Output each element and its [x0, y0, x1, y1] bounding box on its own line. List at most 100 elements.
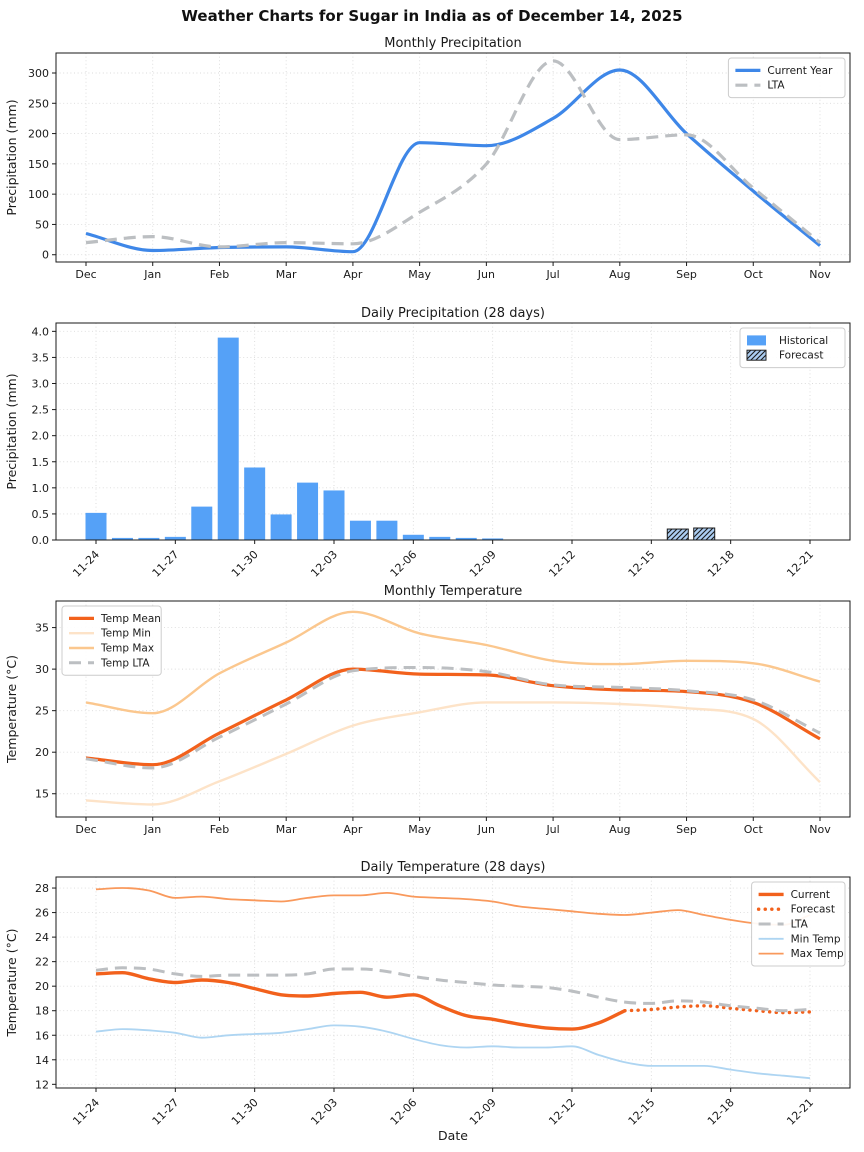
- y-axis: 0.0 0.5 1.0 1.5 2.0 2.5 3.0 3.5 4.0: [32, 325, 56, 547]
- plot-border: [55, 322, 851, 541]
- x-tick-label: 12-21: [784, 548, 816, 580]
- y-axis-label: Precipitation (mm): [4, 373, 19, 489]
- figure-title: Weather Charts for Sugar in India as of …: [181, 7, 683, 25]
- y-tick-label: 4.0: [32, 325, 50, 338]
- legend-label-max-temp: Max Temp: [791, 948, 844, 960]
- historical-bar: [455, 537, 477, 540]
- x-tick-label: 12-06: [388, 1096, 420, 1128]
- historical-bar: [138, 537, 160, 540]
- x-tick-label: 12-09: [467, 548, 499, 580]
- y-axis-label: Precipitation (mm): [4, 99, 19, 215]
- daily-precipitation-chart: 11-24 11-27 11-30 12-03 12-06 12-09 12-12 12-15…: [4, 306, 851, 580]
- grid: [56, 601, 850, 817]
- series-forecast: [623, 1004, 812, 1015]
- historical-bar: [85, 512, 107, 540]
- legend-label-current: Current: [791, 889, 830, 901]
- series-temp-max: [85, 610, 821, 715]
- y-tick-label: 250: [28, 97, 49, 110]
- x-tick-label: 11-24: [70, 548, 102, 580]
- x-tick-label: Nov: [809, 268, 831, 281]
- series-temp-min: [85, 701, 821, 806]
- legend-label-temp-min: Temp Min: [100, 628, 151, 640]
- y-tick-label: 1.5: [32, 456, 50, 469]
- x-tick-label: Oct: [744, 823, 764, 836]
- historical-bar: [244, 467, 266, 540]
- historical-bar: [376, 520, 398, 540]
- x-tick-label: 12-15: [626, 548, 658, 580]
- x-tick-label: May: [408, 268, 431, 281]
- legend-label-historical: Historical: [779, 335, 828, 347]
- x-tick-label: 11-30: [229, 548, 261, 580]
- historical-bar: [297, 482, 319, 540]
- y-tick-label: 12: [35, 1078, 49, 1091]
- y-tick-label: 100: [28, 188, 49, 201]
- legend-label-lta: LTA: [767, 80, 785, 92]
- legend-label-lta: LTA: [791, 919, 809, 931]
- x-tick-label: 11-27: [150, 1096, 182, 1128]
- series-max-temp: [95, 887, 811, 926]
- x-tick-label: Apr: [343, 268, 363, 281]
- series-lta: [95, 966, 811, 1013]
- y-tick-label: 22: [35, 956, 49, 969]
- historical-bar: [191, 506, 213, 540]
- chart-title: Daily Temperature (28 days): [360, 860, 545, 875]
- x-axis: Dec Jan Feb Mar Apr May Jun Jul Aug Sep Oct Nov: [75, 262, 831, 281]
- y-tick-label: 20: [35, 980, 49, 993]
- series-current-year: [85, 68, 822, 254]
- x-tick-label: Oct: [744, 268, 764, 281]
- historical-bar: [429, 536, 451, 540]
- y-tick-label: 16: [35, 1029, 49, 1042]
- y-tick-label: 25: [35, 705, 49, 718]
- legend: Historical Forecast: [739, 327, 846, 369]
- y-tick-label: 0.5: [32, 508, 50, 521]
- x-tick-label: Sep: [676, 823, 697, 836]
- historical-bar: [111, 537, 133, 540]
- y-tick-label: 0.0: [32, 534, 50, 547]
- legend: Current Forecast LTA Min Temp Max Temp: [751, 881, 846, 967]
- y-tick-label: 20: [35, 746, 49, 759]
- y-tick-label: 150: [28, 158, 49, 171]
- x-axis: 11-24 11-27 11-30 12-03 12-06 12-09 12-12 12-15…: [70, 540, 816, 580]
- y-axis: 12 14 16 18 20 22 24 26 28: [35, 882, 56, 1091]
- x-tick-label: Jan: [143, 268, 161, 281]
- forecast-bars: [666, 527, 716, 541]
- daily-temperature-chart: 11-24 11-27 11-30 12-03 12-06 12-09 12-12 12-15…: [4, 860, 851, 1143]
- series-lta: [85, 59, 822, 249]
- x-tick-label: 12-06: [388, 548, 420, 580]
- y-tick-label: 28: [35, 882, 49, 895]
- series-temp-lta: [85, 666, 821, 770]
- historical-bar: [217, 337, 239, 540]
- x-tick-label: 12-18: [705, 1096, 737, 1128]
- series-current: [95, 971, 626, 1031]
- y-tick-label: 3.5: [32, 351, 50, 364]
- historical-bar: [482, 538, 504, 540]
- historical-bar: [402, 534, 424, 540]
- y-tick-label: 200: [28, 128, 49, 141]
- x-tick-label: 12-21: [784, 1096, 816, 1128]
- x-tick-label: Jul: [545, 268, 559, 281]
- plot-border: [55, 876, 851, 1089]
- x-tick-label: Nov: [809, 823, 831, 836]
- x-axis-label: Date: [438, 1128, 468, 1143]
- x-tick-label: 11-24: [70, 1096, 102, 1128]
- x-tick-label: Aug: [609, 823, 630, 836]
- x-tick-label: 12-12: [546, 1096, 578, 1128]
- y-tick-label: 2.5: [32, 404, 50, 417]
- x-tick-label: Feb: [210, 823, 229, 836]
- x-tick-label: 12-12: [546, 548, 578, 580]
- x-tick-label: Jun: [477, 268, 495, 281]
- plot-border: [55, 52, 851, 263]
- x-tick-label: Apr: [343, 823, 363, 836]
- x-tick-label: 12-03: [308, 548, 340, 580]
- y-tick-label: 18: [35, 1005, 49, 1018]
- y-tick-label: 1.0: [32, 482, 50, 495]
- monthly-precipitation-chart: Dec Jan Feb Mar Apr May Jun Jul Aug Sep Oct Nov 0 50 1…: [4, 36, 851, 281]
- y-tick-label: 3.0: [32, 378, 50, 391]
- historical-bars: [85, 337, 504, 540]
- x-tick-label: Feb: [210, 268, 229, 281]
- x-axis: 11-24 11-27 11-30 12-03 12-06 12-09 12-12 12-15…: [70, 1088, 816, 1128]
- x-tick-label: Jan: [143, 823, 161, 836]
- y-tick-label: 50: [35, 218, 49, 231]
- y-tick-label: 0: [42, 249, 49, 262]
- legend-label-forecast: Forecast: [779, 350, 823, 362]
